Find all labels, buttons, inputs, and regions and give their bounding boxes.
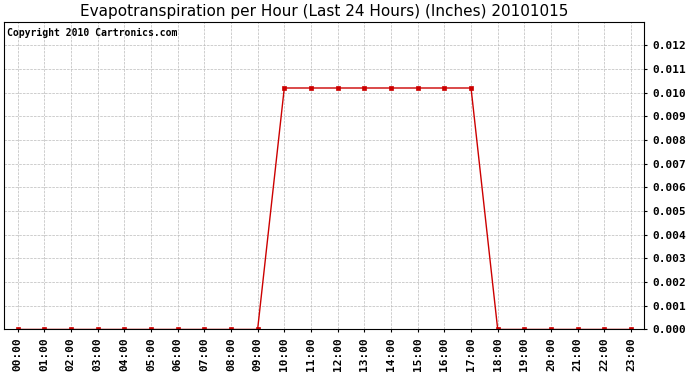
Title: Evapotranspiration per Hour (Last 24 Hours) (Inches) 20101015: Evapotranspiration per Hour (Last 24 Hou…	[80, 4, 569, 19]
Text: Copyright 2010 Cartronics.com: Copyright 2010 Cartronics.com	[8, 28, 178, 38]
